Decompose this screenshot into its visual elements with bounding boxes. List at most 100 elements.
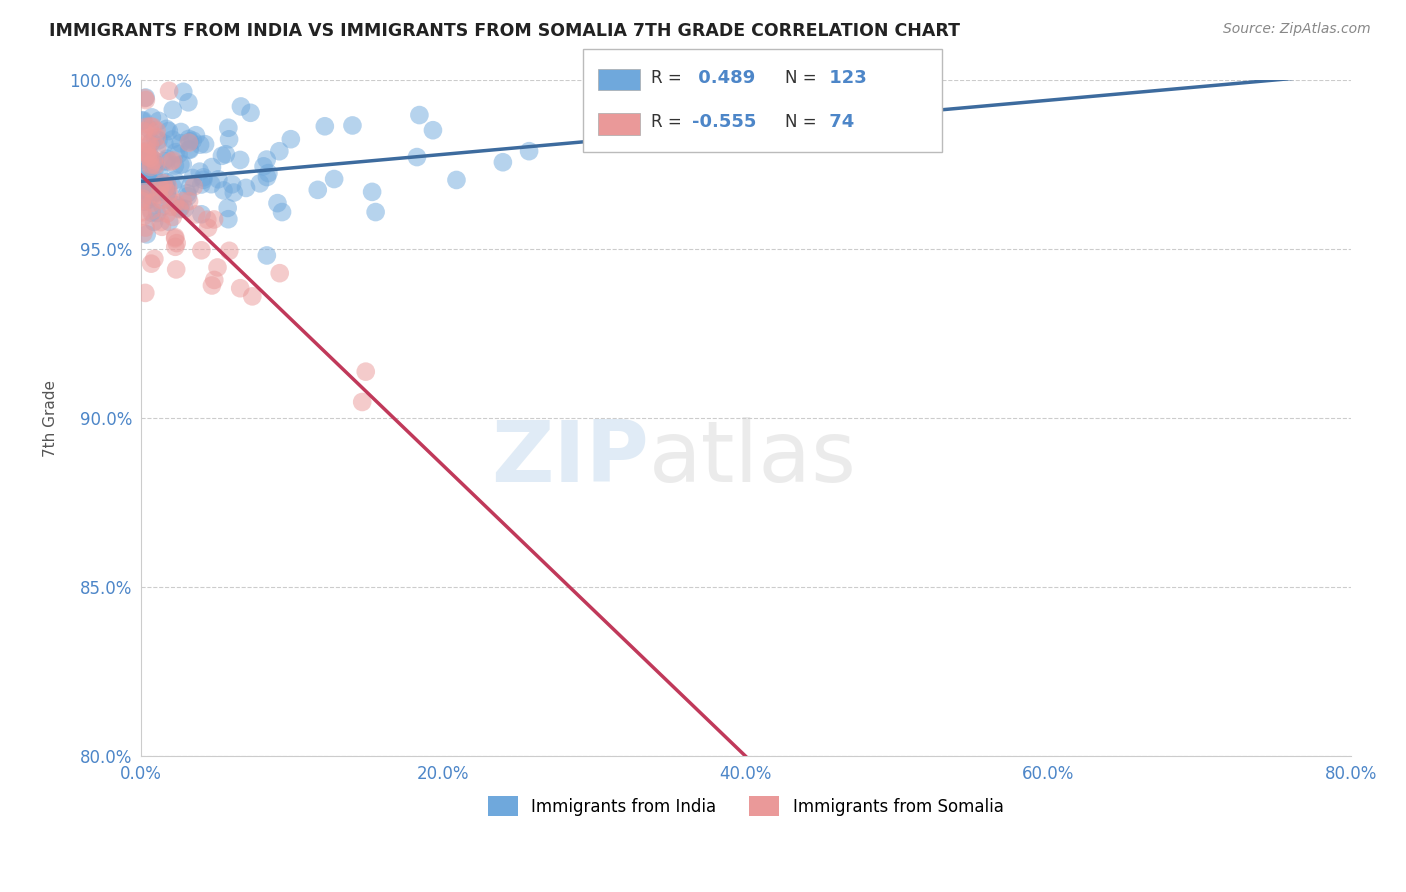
Point xyxy=(131,162,153,177)
Point xyxy=(152,176,174,190)
Point xyxy=(229,281,252,295)
Point xyxy=(135,220,157,235)
Point xyxy=(141,111,163,125)
Point xyxy=(202,273,225,287)
Point xyxy=(136,150,159,164)
Point xyxy=(218,244,240,258)
Text: 123: 123 xyxy=(823,69,866,87)
Point xyxy=(157,193,180,207)
Text: IMMIGRANTS FROM INDIA VS IMMIGRANTS FROM SOMALIA 7TH GRADE CORRELATION CHART: IMMIGRANTS FROM INDIA VS IMMIGRANTS FROM… xyxy=(49,22,960,40)
Point xyxy=(235,181,257,195)
Point xyxy=(193,173,215,187)
Text: atlas: atlas xyxy=(648,417,856,500)
Point xyxy=(165,230,187,244)
Point xyxy=(131,192,153,206)
Point xyxy=(134,186,156,201)
Point xyxy=(215,147,238,161)
Point xyxy=(169,136,191,151)
Point xyxy=(136,173,159,187)
Point xyxy=(131,205,153,219)
Point xyxy=(157,186,180,200)
Point xyxy=(153,179,176,194)
Point xyxy=(217,120,239,135)
Point xyxy=(143,252,166,266)
Point xyxy=(150,219,173,234)
Point xyxy=(149,215,172,229)
Point xyxy=(307,183,329,197)
Point xyxy=(172,85,194,99)
Point xyxy=(364,205,387,219)
Point xyxy=(150,193,173,207)
Point xyxy=(148,187,170,202)
Point xyxy=(132,145,155,160)
Point xyxy=(139,151,162,165)
Point xyxy=(136,170,159,185)
Point xyxy=(149,180,172,194)
Point xyxy=(280,132,302,146)
Point xyxy=(183,179,205,194)
Point xyxy=(181,134,204,148)
Point xyxy=(142,120,165,134)
Point xyxy=(165,231,187,245)
Point xyxy=(239,105,262,120)
Point xyxy=(139,149,162,163)
Point xyxy=(155,180,177,194)
Point xyxy=(184,207,207,221)
Point xyxy=(134,175,156,189)
Point xyxy=(143,153,166,167)
Point xyxy=(517,144,540,158)
Point xyxy=(135,144,157,158)
Point xyxy=(157,215,180,229)
Point xyxy=(188,164,211,178)
Point xyxy=(177,189,200,203)
Point xyxy=(160,200,183,214)
Point xyxy=(156,175,179,189)
Point xyxy=(188,137,211,152)
Point xyxy=(155,122,177,136)
Point xyxy=(492,155,515,169)
Point xyxy=(422,123,444,137)
Point xyxy=(169,201,191,215)
Point xyxy=(165,145,187,160)
Point xyxy=(131,183,153,197)
Point xyxy=(143,178,166,192)
Point xyxy=(132,113,155,128)
Point xyxy=(193,170,215,185)
Point xyxy=(179,143,201,157)
Point xyxy=(134,91,156,105)
Point xyxy=(354,365,377,379)
Point xyxy=(166,236,188,251)
Point xyxy=(218,132,240,146)
Point xyxy=(135,93,157,107)
Point xyxy=(134,194,156,209)
Point xyxy=(269,266,291,280)
Point xyxy=(190,244,212,258)
Point xyxy=(139,160,162,174)
Point xyxy=(131,113,153,128)
Point xyxy=(148,114,170,128)
Text: Source: ZipAtlas.com: Source: ZipAtlas.com xyxy=(1223,22,1371,37)
Point xyxy=(146,186,169,200)
Point xyxy=(221,178,243,192)
Point xyxy=(184,128,207,143)
Point xyxy=(201,278,224,293)
Point xyxy=(229,153,252,167)
Point xyxy=(342,119,364,133)
Point xyxy=(156,185,179,199)
Point xyxy=(179,135,201,149)
Text: R =: R = xyxy=(651,113,688,131)
Point xyxy=(156,206,179,220)
Point xyxy=(173,202,195,216)
Point xyxy=(197,220,219,235)
Point xyxy=(240,289,263,303)
Point xyxy=(162,103,184,117)
Point xyxy=(190,178,212,192)
Point xyxy=(156,152,179,166)
Point xyxy=(145,173,167,187)
Point xyxy=(249,177,271,191)
Point xyxy=(172,194,194,208)
Point xyxy=(138,181,160,195)
Point xyxy=(194,137,217,152)
Point xyxy=(132,124,155,138)
Point xyxy=(136,176,159,190)
